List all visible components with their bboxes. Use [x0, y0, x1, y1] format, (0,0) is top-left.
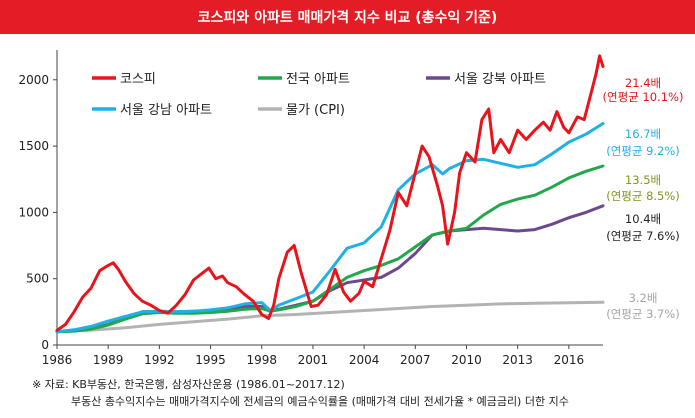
method-note: 부동산 총수익지수는 매매가격지수에 전세금의 예금수익률을 (매매가격 대비 …	[71, 395, 569, 408]
x-tick-label: 2010	[451, 353, 482, 367]
series-line-3	[55, 122, 605, 334]
x-tick-label: 1995	[195, 353, 226, 367]
x-tick-label: 1986	[42, 353, 73, 367]
legend-label: 코스피	[120, 72, 156, 87]
legend-label: 전국 아파트	[286, 72, 350, 87]
series-lines	[55, 54, 605, 334]
annotation-cagr: (연평균 8.5%)	[606, 189, 680, 203]
x-tick-label: 1992	[144, 353, 175, 367]
x-tick-label: 1998	[246, 353, 277, 367]
source-note: ※ 자료: KB부동산, 한국은행, 삼성자산운용 (1986.01~2017.…	[32, 378, 345, 391]
y-tick-label: 1500	[18, 139, 49, 153]
legend-label: 서울 강북 아파트	[454, 72, 546, 87]
annotation-multiple: 3.2배	[629, 291, 658, 305]
series-line-0	[55, 54, 605, 332]
y-tick-label: 1000	[18, 205, 49, 219]
annotation-cagr: (연평균 7.6%)	[606, 229, 680, 243]
x-tick-label: 2013	[502, 353, 533, 367]
annotation-cagr: (연평균 10.1%)	[603, 90, 684, 104]
y-tick-label: 500	[26, 272, 49, 286]
legend-label: 물가 (CPI)	[286, 103, 345, 118]
x-tick-label: 2001	[298, 353, 329, 367]
annotation-cagr: (연평균 3.7%)	[606, 307, 680, 321]
x-tick-label: 2016	[554, 353, 585, 367]
series-line-1	[55, 164, 605, 334]
end-annotations: 21.4배(연평균 10.1%) 16.7배 (연평균 9.2%) 13.5배 (연평균…	[603, 76, 684, 321]
series-line-4	[55, 300, 605, 334]
annotation-multiple: 21.4배	[625, 76, 661, 90]
x-tick-label: 2004	[349, 353, 380, 367]
annotation-multiple: 13.5배	[625, 173, 661, 187]
annotation-multiple: 10.4배	[625, 212, 661, 226]
x-tick-label: 1989	[93, 353, 124, 367]
legend-label: 서울 강남 아파트	[120, 103, 212, 118]
annotation-multiple: 16.7배	[625, 127, 661, 141]
chart-title: 코스피와 아파트 매매가격 지수 비교 (총수익 기준)	[0, 0, 695, 34]
y-tick-label: 0	[41, 338, 49, 352]
x-tick-label: 2007	[400, 353, 431, 367]
y-tick-label: 2000	[18, 73, 49, 87]
annotation-cagr: (연평균 9.2%)	[606, 144, 680, 158]
axes: 0 500 1000 1500 2000 1986 1989 1992 1995 1998 2001…	[18, 50, 603, 367]
